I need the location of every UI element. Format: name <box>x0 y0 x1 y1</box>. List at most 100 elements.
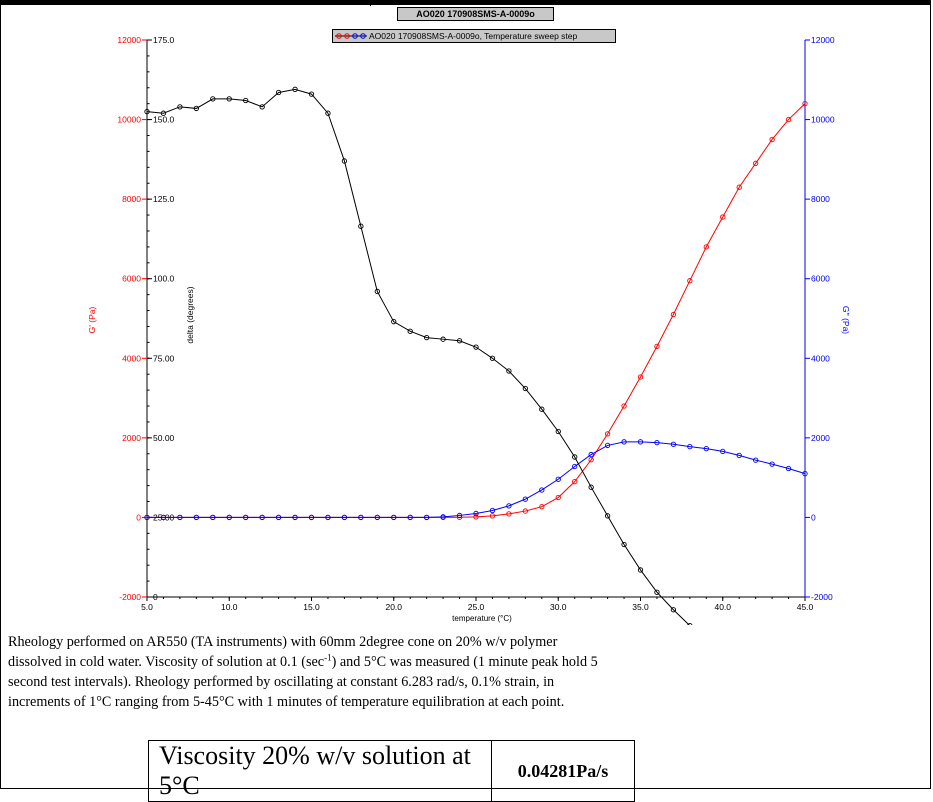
data-point-inner <box>160 110 167 116</box>
data-point-inner <box>604 513 611 519</box>
data-point-right <box>144 514 150 521</box>
data-point-inner <box>374 288 380 295</box>
y-right-tick-label: 10000 <box>811 115 835 125</box>
y-inner-axis-label: delta (degrees) <box>185 286 195 343</box>
data-point-right <box>588 451 594 458</box>
data-point-inner <box>292 86 298 92</box>
data-point-inner <box>275 89 282 96</box>
data-point-right <box>275 514 282 521</box>
data-point-right <box>654 439 660 446</box>
data-point-left <box>703 244 709 250</box>
x-tick-label: 40.0 <box>714 602 731 612</box>
caption-line: Rheology performed on AR550 (TA instrume… <box>8 634 558 650</box>
data-point-right <box>308 514 315 521</box>
x-tick-label: 20.0 <box>385 602 402 612</box>
data-point-left <box>555 494 561 501</box>
data-point-left <box>802 101 808 107</box>
data-point-inner <box>308 91 315 97</box>
table-row: Viscosity 20% w/v solution at 5°C 0.0428… <box>148 740 635 802</box>
data-point-right <box>604 442 611 449</box>
data-point-left <box>736 184 742 190</box>
data-point-right <box>226 514 232 521</box>
data-point-right <box>753 457 759 463</box>
data-point-right <box>539 487 545 493</box>
x-tick-label: 35.0 <box>632 602 649 612</box>
y-right-tick-label: 0 <box>811 512 816 522</box>
data-point-inner <box>654 589 660 595</box>
y-right-axis-label: G'' (Pa) <box>841 306 851 334</box>
data-point-inner <box>522 385 528 392</box>
data-point-right <box>407 514 413 521</box>
data-point-left <box>753 160 759 166</box>
viscosity-table: Viscosity 20% w/v solution at 5°C 0.0428… <box>148 740 635 802</box>
viscosity-value: 0.04281Pa/s <box>491 740 635 802</box>
data-point-right <box>720 448 726 455</box>
caption-line: increments of 1°C ranging from 5-45°C wi… <box>8 694 565 710</box>
data-point-inner <box>341 158 348 164</box>
y-inner-tick-label: 125.0 <box>153 194 175 204</box>
data-point-left <box>539 504 545 510</box>
data-point-inner <box>391 319 397 325</box>
data-point-left <box>621 403 627 409</box>
data-point-right <box>637 439 644 445</box>
data-point-right <box>769 461 775 467</box>
data-point-right <box>456 512 463 519</box>
y-inner-tick-label: 100.0 <box>153 274 175 284</box>
legend-symbols-icon <box>335 33 367 39</box>
y-inner-tick-label: 150.0 <box>153 115 175 125</box>
data-point-right <box>193 514 200 521</box>
data-point-right <box>670 441 677 447</box>
data-point-inner <box>325 110 331 116</box>
data-point-left <box>687 278 693 284</box>
data-point-right <box>210 514 216 521</box>
data-point-inner <box>243 97 249 104</box>
chart-legend: AO020 170908SMS-A-0009o, Temperature swe… <box>332 29 616 43</box>
data-point-inner <box>259 104 265 110</box>
data-point-inner <box>506 368 512 374</box>
data-point-inner <box>572 454 578 460</box>
y-inner-tick-label: 50.00 <box>153 433 175 443</box>
data-point-left <box>637 374 644 380</box>
data-point-inner <box>489 355 496 361</box>
data-point-left <box>473 514 479 520</box>
data-point-left <box>572 478 578 485</box>
data-point-inner <box>226 96 232 102</box>
data-point-inner <box>473 344 479 350</box>
series-line-right <box>147 441 806 518</box>
data-point-inner <box>588 484 594 490</box>
data-point-right <box>374 514 380 521</box>
data-point-inner <box>539 406 545 412</box>
data-point-inner <box>670 607 677 613</box>
x-tick-label: 30.0 <box>550 602 567 612</box>
y-left-tick-label: 2000 <box>122 433 141 443</box>
data-point-right <box>440 514 446 520</box>
data-point-right <box>736 452 742 459</box>
data-point-left <box>604 431 611 437</box>
data-point-inner <box>621 541 627 548</box>
data-point-left <box>670 311 677 318</box>
data-point-left <box>588 457 594 463</box>
data-point-right <box>703 445 709 452</box>
x-axis-label: temperature (°C) <box>452 614 512 623</box>
data-point-right <box>358 514 364 521</box>
y-right-tick-label: 2000 <box>811 433 830 443</box>
data-point-right <box>489 507 496 514</box>
x-tick-label: 10.0 <box>221 602 238 612</box>
caption-line: second test intervals). Rheology perform… <box>8 674 555 690</box>
method-caption: Rheology performed on AR550 (TA instrume… <box>8 632 908 712</box>
data-point-right <box>160 514 167 521</box>
x-tick-label: 45.0 <box>797 602 814 612</box>
rheology-chart: 5.0 10.0 15.0 20.0 25.0 30.0 35.0 40.0 45.0-2000… <box>87 35 851 625</box>
data-point-right <box>259 514 265 521</box>
y-right-tick-label: -2000 <box>811 592 833 602</box>
data-point-right <box>391 514 397 521</box>
y-inner-tick-label: 75.00 <box>153 353 175 363</box>
data-point-inner <box>555 428 561 435</box>
data-point-inner <box>440 336 446 342</box>
data-point-right <box>522 496 528 502</box>
data-point-right <box>243 514 249 521</box>
data-point-inner <box>144 108 150 115</box>
y-right-tick-label: 12000 <box>811 35 835 45</box>
y-left-tick-label: 8000 <box>122 194 141 204</box>
data-point-left <box>769 136 775 143</box>
